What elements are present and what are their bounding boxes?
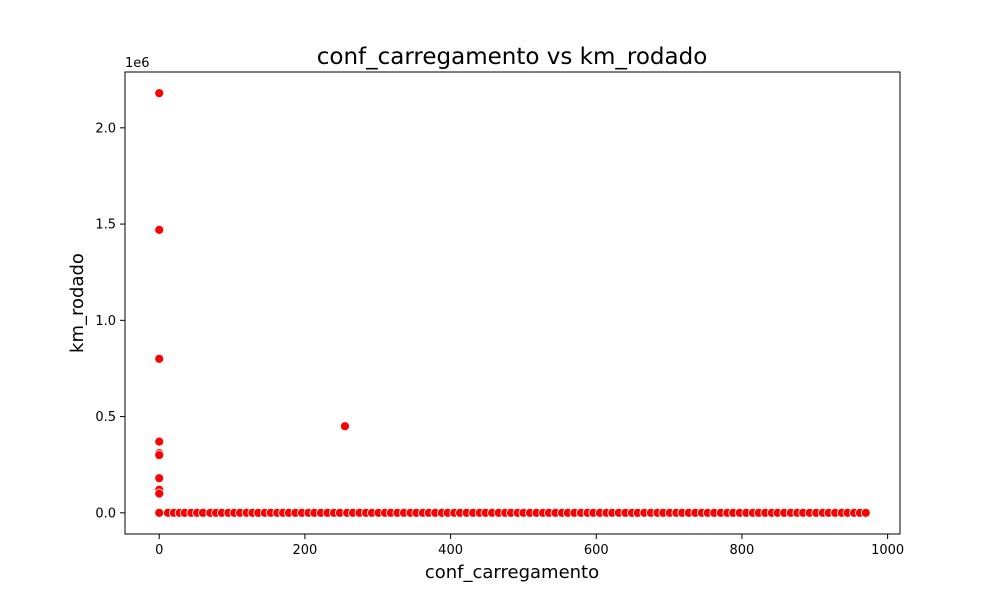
data-point xyxy=(154,450,165,460)
y-axis-multiplier: 1e6 xyxy=(125,56,150,71)
x-axis-ticks: 0 200 400 600 800 1000 xyxy=(155,534,904,558)
data-point xyxy=(154,224,165,235)
data-point xyxy=(340,421,350,432)
y-axis-ticks: 0.0 0.5 1.0 1.5 2.0 xyxy=(95,121,125,521)
y-tick-label: 2.0 xyxy=(95,121,116,136)
plot-area-frame xyxy=(124,71,901,535)
x-tick-label: 800 xyxy=(730,543,755,558)
y-tick-label: 0.0 xyxy=(95,506,116,521)
data-point xyxy=(154,436,165,447)
x-tick-label: 600 xyxy=(584,543,609,558)
x-tick-label: 200 xyxy=(292,543,317,558)
data-point xyxy=(154,353,165,364)
data-point xyxy=(154,473,165,484)
y-tick-label: 0.5 xyxy=(95,410,116,425)
data-point xyxy=(860,507,871,518)
x-axis-label: conf_carregamento xyxy=(425,562,599,583)
y-tick-label: 1.0 xyxy=(95,314,116,329)
x-tick-label: 0 xyxy=(155,543,163,558)
data-point xyxy=(154,488,165,499)
data-point xyxy=(154,88,165,99)
y-axis-label: km_rodado xyxy=(67,253,88,353)
chart-title: conf_carregamento vs km_rodado xyxy=(317,44,708,70)
x-tick-label: 400 xyxy=(438,543,463,558)
y-tick-label: 1.5 xyxy=(95,218,116,233)
data-point xyxy=(154,507,165,518)
x-tick-label: 1000 xyxy=(871,543,904,558)
data-points xyxy=(154,88,871,518)
